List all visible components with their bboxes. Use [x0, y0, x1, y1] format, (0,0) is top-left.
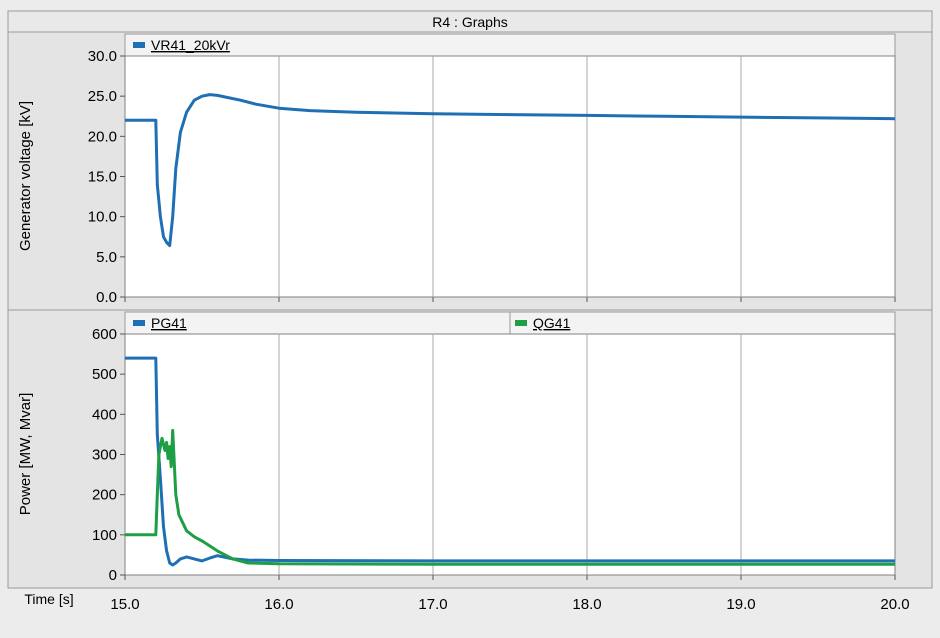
- power-chart: 15.0 16.0 17.0 18.0 19.0 20.0 0 100 200 300 400 500…: [17, 315, 910, 613]
- series-line-pg41: [125, 356, 895, 567]
- x-tick-label: 15.0: [110, 596, 139, 613]
- y-tick-label: 25.0: [88, 88, 117, 105]
- x-tick-label: 20.0: [880, 596, 909, 613]
- y-tick-label: 600: [92, 326, 117, 343]
- legend-swatch: [515, 320, 527, 326]
- y-tick-label: 100: [92, 527, 117, 544]
- series-line-qg41: [125, 428, 895, 566]
- x-tick-label: 16.0: [264, 596, 293, 613]
- voltage-legend-bar: [124, 33, 896, 57]
- y-tick-label: 10.0: [88, 209, 117, 226]
- y-tick-label: 200: [92, 487, 117, 504]
- y-tick-label: 20.0: [88, 128, 117, 145]
- y-tick-label: 5.0: [96, 249, 117, 266]
- legend-swatch: [133, 42, 145, 48]
- x-tick-label: 19.0: [726, 596, 755, 613]
- y-tick-label: 30.0: [88, 48, 117, 65]
- y-tick-label: 0.0: [96, 289, 117, 306]
- legend-swatch: [133, 320, 145, 326]
- x-tick-label: 18.0: [572, 596, 601, 613]
- y-tick-label: 500: [92, 366, 117, 383]
- y-tick-label: 0: [109, 567, 117, 584]
- legend-label[interactable]: PG41: [151, 315, 187, 331]
- power-plot-area: [124, 333, 896, 576]
- legend-label[interactable]: QG41: [533, 315, 571, 331]
- x-tick-label: 17.0: [418, 596, 447, 613]
- y-axis-label: Power [MW, Mvar]: [17, 393, 34, 516]
- x-axis-label: Time [s]: [24, 591, 73, 607]
- y-tick-label: 15.0: [88, 169, 117, 186]
- y-tick-label: 400: [92, 406, 117, 423]
- legend-label[interactable]: VR41_20kVr: [151, 37, 230, 53]
- window-title: R4 : Graphs: [432, 14, 507, 30]
- y-axis-label: Generator voltage [kV]: [17, 101, 34, 251]
- voltage-chart: 0.0 5.0 10.0 15.0 20.0 25.0 30.0 Generator volt…: [17, 37, 896, 306]
- voltage-plot-area: [124, 55, 896, 298]
- y-tick-label: 300: [92, 447, 117, 464]
- series-line-vr41_20kvr: [125, 93, 896, 248]
